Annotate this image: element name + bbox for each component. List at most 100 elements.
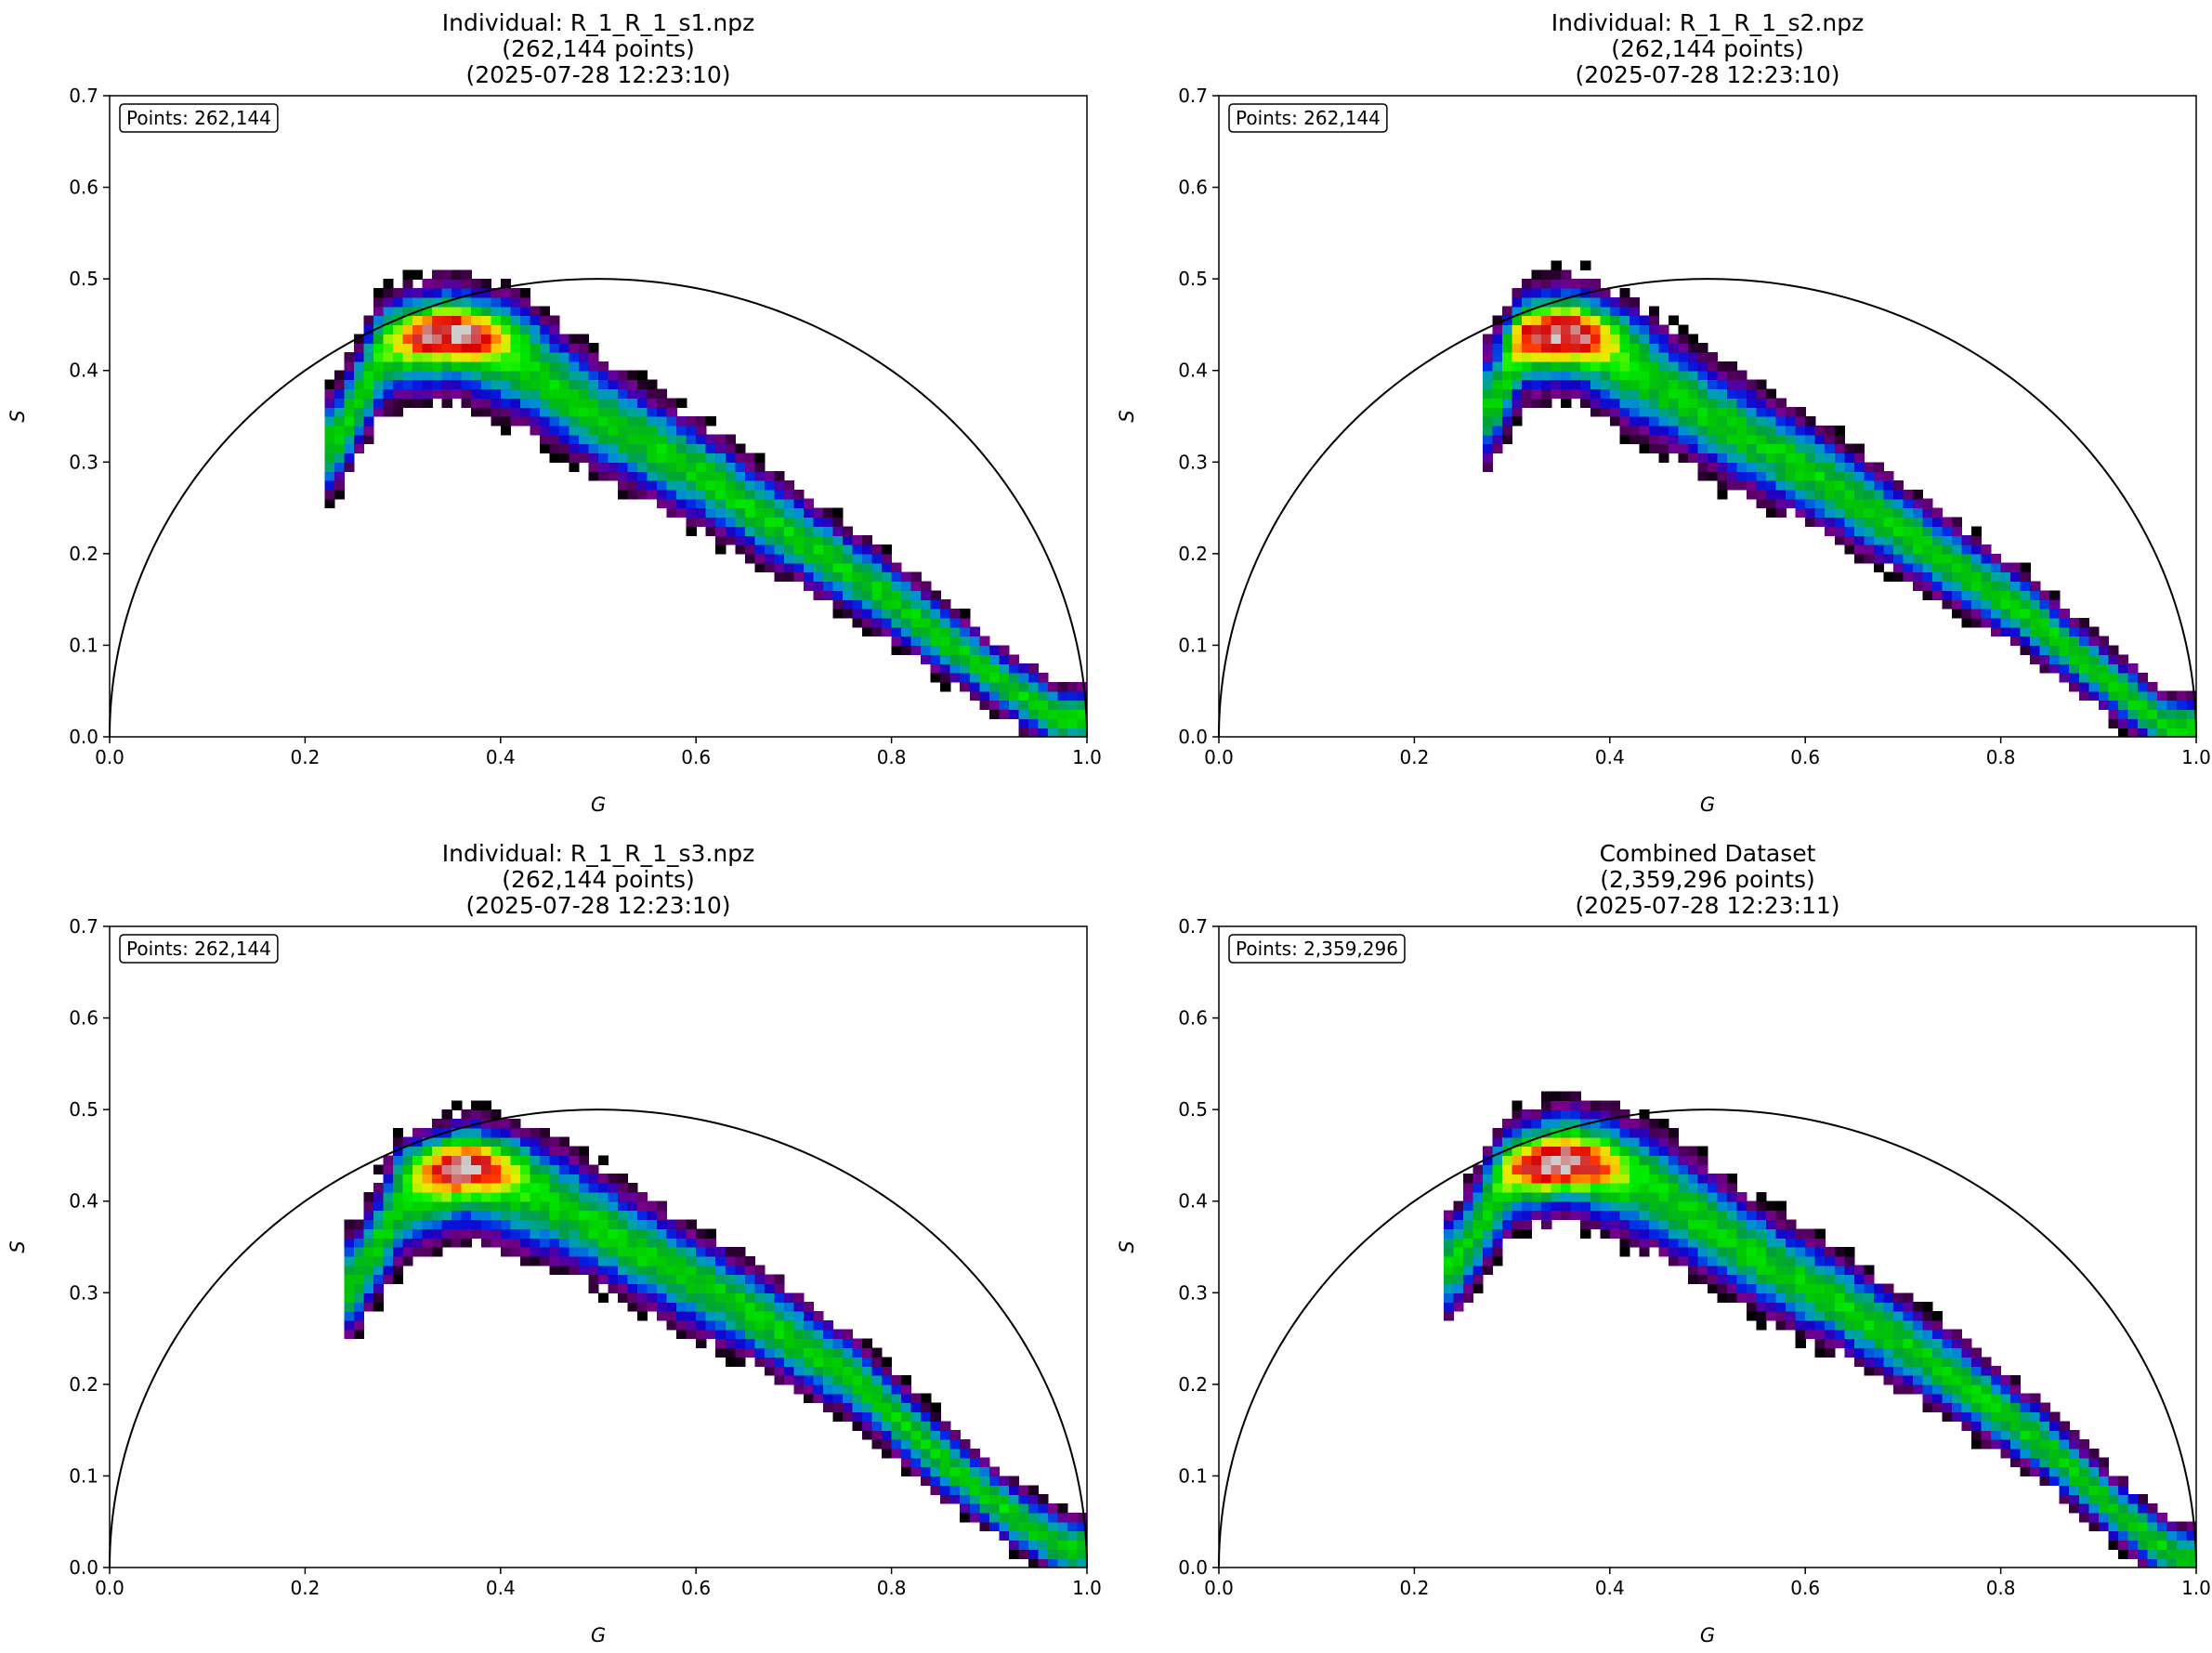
- heatmap-cell: [491, 334, 502, 344]
- heatmap-cell: [441, 306, 452, 317]
- heatmap-cell: [1814, 1228, 1826, 1239]
- heatmap-cell: [1912, 535, 1924, 545]
- heatmap-cell: [705, 1274, 716, 1285]
- heatmap-cell: [618, 1255, 629, 1266]
- heatmap-cell: [744, 453, 755, 463]
- heatmap-cell: [862, 1430, 873, 1440]
- y-tick-label: 0.3: [1178, 1281, 1208, 1304]
- heatmap-cell: [1580, 324, 1591, 335]
- heatmap-cell: [2137, 673, 2148, 683]
- heatmap-cell: [1708, 462, 1719, 472]
- heatmap-cell: [344, 398, 355, 408]
- heatmap-cell: [1531, 1174, 1542, 1184]
- heatmap-cell: [1639, 425, 1650, 436]
- heatmap-cell: [1512, 324, 1523, 335]
- heatmap-cell: [735, 1319, 746, 1331]
- heatmap-cell: [344, 1329, 355, 1340]
- heatmap-cell: [618, 1210, 629, 1221]
- heatmap-cell: [2098, 700, 2109, 711]
- heatmap-cell: [1492, 1219, 1503, 1229]
- heatmap-cell: [2030, 1448, 2041, 1459]
- heatmap-cell: [1717, 471, 1728, 481]
- heatmap-cell: [491, 352, 502, 362]
- heatmap-cell: [383, 1255, 394, 1266]
- heatmap-cell: [1864, 1338, 1875, 1349]
- heatmap-cell: [1580, 1164, 1591, 1174]
- heatmap-cell: [491, 288, 502, 298]
- heatmap-cell: [539, 361, 550, 372]
- heatmap-cell: [910, 617, 922, 628]
- heatmap-cell: [1971, 1402, 1983, 1413]
- heatmap-cell: [1903, 1347, 1914, 1358]
- heatmap-cell: [930, 1439, 941, 1450]
- heatmap-cell: [1922, 1329, 1933, 1340]
- heatmap-cell: [393, 1210, 404, 1221]
- heatmap-cell: [2147, 1549, 2158, 1559]
- heatmap-cell: [882, 571, 893, 583]
- heatmap-cell: [471, 361, 482, 372]
- heatmap-cell: [1942, 1347, 1953, 1358]
- heatmap-cell: [1805, 498, 1816, 509]
- heatmap-cell: [1551, 343, 1562, 353]
- heatmap-cell: [1942, 517, 1953, 527]
- heatmap-cell: [2069, 673, 2080, 683]
- heatmap-cell: [2127, 1494, 2139, 1504]
- heatmap-cell: [588, 370, 599, 381]
- heatmap-cell: [1522, 352, 1533, 362]
- heatmap-cell: [1717, 1174, 1728, 1184]
- heatmap-cell: [891, 581, 902, 591]
- heatmap-cell: [2049, 617, 2061, 628]
- heatmap-cell: [852, 1421, 863, 1431]
- heatmap-cell: [530, 1219, 541, 1229]
- heatmap-cell: [735, 1302, 746, 1312]
- y-tick-label: 0.0: [1178, 1556, 1208, 1579]
- heatmap-cell: [1483, 370, 1494, 381]
- heatmap-cell: [1697, 1255, 1708, 1266]
- heatmap-cell: [725, 480, 736, 491]
- heatmap-cell: [530, 324, 541, 335]
- heatmap-cell: [480, 370, 491, 381]
- heatmap-cell: [1619, 398, 1630, 408]
- heatmap-cell: [452, 269, 463, 280]
- heatmap-cell: [432, 1136, 443, 1148]
- heatmap-cell: [1541, 1136, 1552, 1148]
- heatmap-cell: [1678, 388, 1689, 399]
- heatmap-cell: [1561, 1136, 1572, 1148]
- heatmap-cell: [803, 1329, 815, 1340]
- heatmap-cell: [666, 398, 677, 408]
- heatmap-cell: [1775, 507, 1787, 518]
- heatmap-cell: [647, 1302, 658, 1312]
- heatmap-cell: [354, 370, 365, 381]
- heatmap-cell: [1873, 1311, 1884, 1321]
- heatmap-cell: [1922, 507, 1933, 518]
- x-tick-label: 0.8: [877, 746, 907, 768]
- heatmap-cell: [2117, 1521, 2128, 1532]
- heatmap-cell: [1629, 334, 1640, 344]
- heatmap-cell: [2059, 636, 2070, 647]
- heatmap-cell: [1531, 361, 1542, 372]
- heatmap-cell: [1883, 526, 1894, 536]
- heatmap-cell: [1697, 1274, 1708, 1285]
- axes-frame: [1218, 925, 2197, 1568]
- heatmap-cell: [1008, 1530, 1019, 1541]
- heatmap-cell: [422, 388, 433, 399]
- heatmap-cell: [510, 1119, 521, 1129]
- heatmap-cell: [1609, 324, 1620, 335]
- heatmap-cell: [715, 526, 726, 536]
- heatmap-cell: [2166, 1530, 2178, 1541]
- heatmap-cell: [921, 1439, 932, 1450]
- heatmap-cell: [500, 1119, 511, 1129]
- heatmap-cell: [1756, 434, 1767, 445]
- heatmap-cell: [1756, 1255, 1767, 1266]
- heatmap-cell: [569, 1238, 580, 1248]
- heatmap-cell: [1531, 1136, 1542, 1148]
- heatmap-cell: [422, 352, 433, 362]
- heatmap-cell: [1551, 315, 1562, 326]
- heatmap-cell: [2186, 1540, 2197, 1550]
- heatmap-cell: [1883, 1366, 1894, 1376]
- heatmap-cell: [383, 324, 394, 335]
- heatmap-cell: [452, 1191, 463, 1202]
- heatmap-cell: [979, 673, 990, 683]
- heatmap-cell: [1903, 1357, 1914, 1367]
- heatmap-cell: [2137, 718, 2148, 728]
